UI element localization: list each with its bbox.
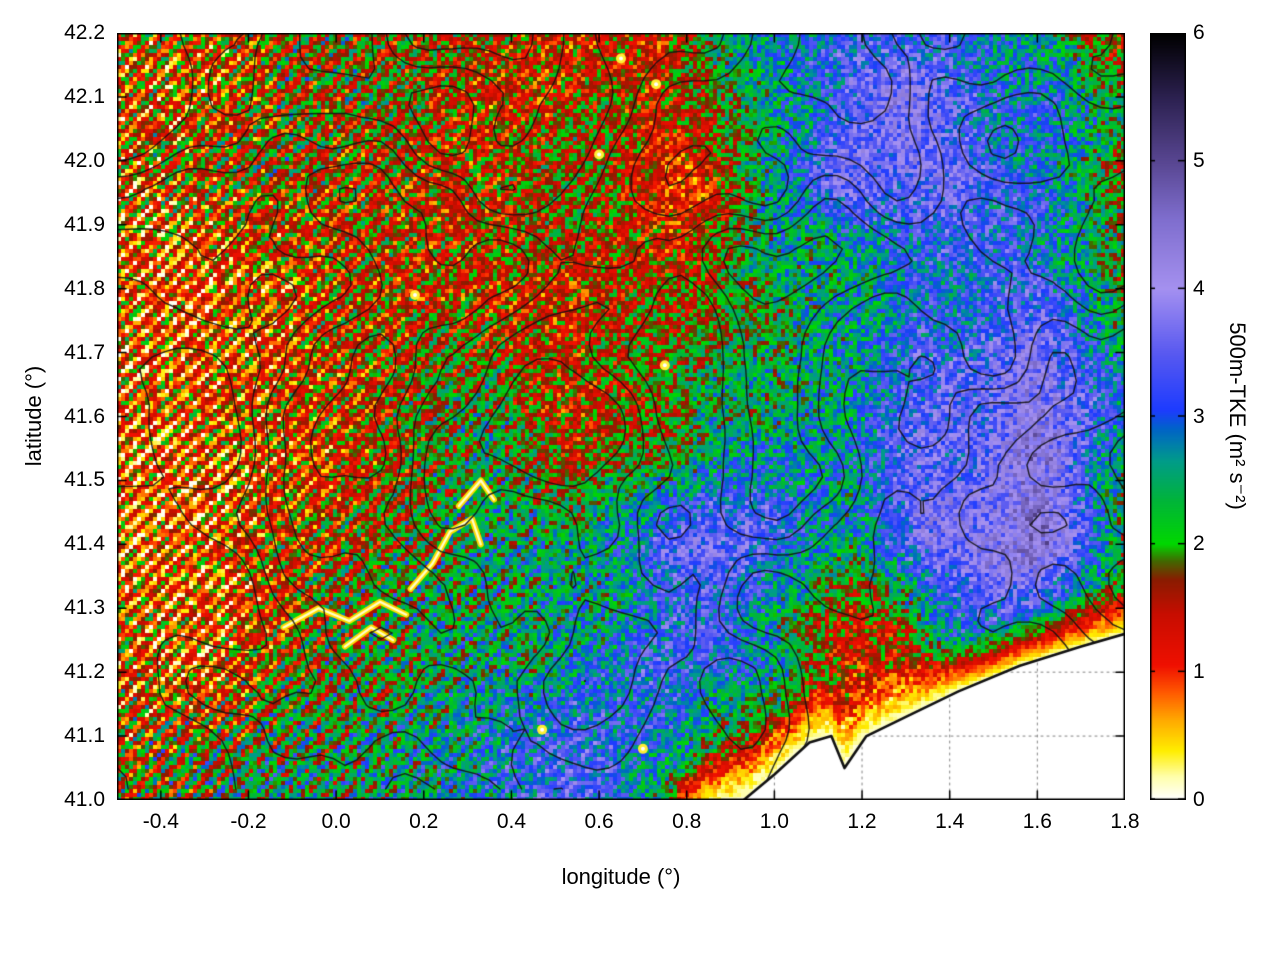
ytick-label: 41.9: [64, 212, 105, 236]
ytick-label: 42.0: [64, 148, 105, 172]
ytick-label: 42.1: [64, 84, 105, 108]
xtick-label: 1.2: [847, 810, 877, 833]
ytick-label: 41.5: [64, 468, 105, 492]
xtick-label: 0.6: [584, 810, 614, 833]
cbtick-label: 1: [1193, 660, 1205, 684]
xtick-label: 0.8: [672, 810, 702, 833]
cbtick-label: 5: [1193, 148, 1205, 172]
ytick-label: 41.4: [64, 532, 105, 556]
colorbar-label: 500m-TKE (m² s⁻²): [1225, 322, 1250, 510]
cbtick-label: 4: [1193, 276, 1205, 300]
x-axis-label: longitude (°): [561, 864, 681, 889]
xtick-label: 0.2: [409, 810, 439, 833]
ytick-label: 41.3: [64, 596, 105, 620]
xtick-label: -0.4: [142, 810, 179, 833]
ytick-label: 41.8: [64, 276, 105, 300]
ytick-label: 41.1: [64, 724, 105, 748]
xtick-label: 0.0: [321, 810, 351, 833]
xtick-label: 0.4: [496, 810, 527, 833]
cbtick-label: 3: [1193, 404, 1205, 428]
ytick-label: 41.2: [64, 660, 105, 684]
cbtick-label: 6: [1193, 21, 1205, 44]
xtick-label: -0.2: [230, 810, 267, 833]
heatmap-canvas: [117, 33, 1125, 800]
xtick-label: 1.0: [759, 810, 789, 833]
xtick-label: 1.4: [935, 810, 965, 833]
cbtick-label: 2: [1193, 532, 1205, 556]
ytick-label: 41.0: [64, 788, 105, 811]
ytick-label: 42.2: [64, 21, 105, 44]
cbtick-label: 0: [1193, 788, 1205, 811]
xtick-label: 1.6: [1022, 810, 1052, 833]
colorbar-canvas: [1150, 33, 1186, 800]
ytick-label: 41.6: [64, 404, 105, 428]
ytick-label: 41.7: [64, 340, 105, 364]
xtick-label: 1.8: [1110, 810, 1140, 833]
